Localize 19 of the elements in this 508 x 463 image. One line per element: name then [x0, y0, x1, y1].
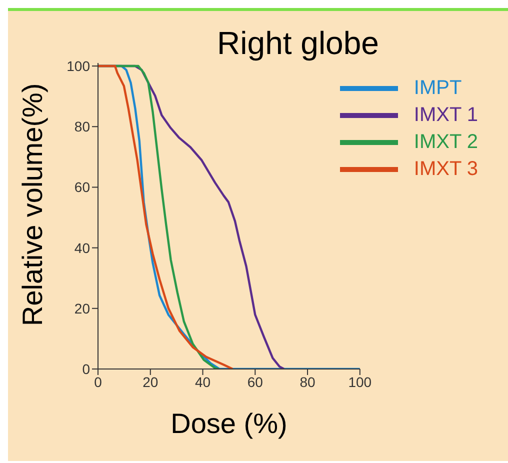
y-tick-label: 80 [74, 118, 90, 135]
x-tick-label: 100 [348, 374, 372, 390]
legend-label: IMXT 2 [414, 131, 478, 154]
y-tick-label: 40 [74, 240, 90, 256]
x-tick-label: 0 [94, 374, 102, 390]
x-tick-label: 60 [247, 374, 264, 390]
legend-label: IMPT [414, 77, 462, 100]
y-tick-label: 60 [74, 179, 90, 196]
y-tick-label: 100 [66, 58, 90, 74]
y-axis-title: Relative volume(%) [16, 83, 48, 326]
legend-label: IMXT 3 [414, 158, 478, 181]
x-tick-label: 40 [194, 374, 211, 390]
x-axis-title: Dose (%) [170, 408, 288, 439]
legend-label: IMXT 1 [414, 104, 478, 127]
x-tick-label: 80 [300, 374, 316, 390]
chart-title: Right globe [217, 25, 379, 61]
y-tick-label: 20 [74, 300, 90, 316]
y-tick-label: 0 [82, 360, 90, 377]
x-tick-label: 20 [142, 374, 158, 390]
